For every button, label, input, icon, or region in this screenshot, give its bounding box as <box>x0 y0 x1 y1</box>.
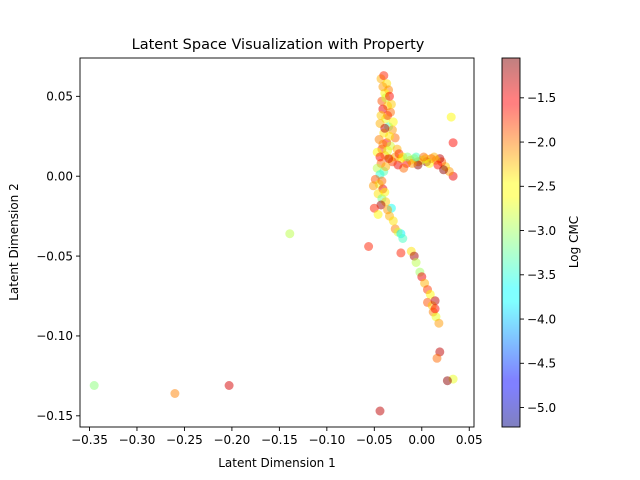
scatter-point <box>446 112 456 122</box>
scatter-point <box>285 229 295 239</box>
scatter-point <box>381 162 391 172</box>
scatter-point <box>378 139 388 149</box>
colorbar-ticks: −1.5 −2.0 −2.5 −3.0 −3.5 −4.0 −4.5 −5.0 <box>520 91 556 415</box>
x-tick-label: 0.00 <box>408 433 435 447</box>
scatter-point <box>430 296 440 306</box>
y-tick-label: −0.15 <box>36 409 73 423</box>
scatter-point <box>383 146 393 156</box>
scatter-point <box>411 258 421 267</box>
scatter-point <box>429 152 439 162</box>
colorbar-tick-label: −2.0 <box>527 135 556 149</box>
plot-frame <box>80 58 474 427</box>
scatter-point <box>224 381 234 390</box>
y-axis-label: Latent Dimension 2 <box>7 183 21 301</box>
colorbar-label: Log CMC <box>567 216 581 268</box>
scatter-point <box>425 289 435 299</box>
x-tick-label: −0.25 <box>166 433 203 447</box>
plot-border <box>79 57 475 428</box>
colorbar-gradient <box>502 58 520 427</box>
scatter-point <box>380 187 390 197</box>
scatter-point <box>398 234 408 243</box>
scatter-point <box>442 376 452 386</box>
chart-title: Latent Space Visualization with Property <box>132 37 425 53</box>
colorbar-tick-label: −3.5 <box>527 268 556 282</box>
scatter-point <box>376 200 386 210</box>
x-tick-label: −0.10 <box>308 433 345 447</box>
x-axis-ticks: −0.35 −0.30 −0.25 −0.20 −0.15 −0.10 −0.05 0.00 0… <box>71 427 483 447</box>
scatter-point <box>432 353 442 363</box>
scatter-point <box>439 165 449 175</box>
x-tick-label: 0.05 <box>456 433 483 447</box>
y-tick-label: −0.10 <box>36 329 73 343</box>
scatter-point <box>170 389 180 398</box>
scatter-point <box>434 318 444 328</box>
scatter-point <box>448 138 458 148</box>
scatter-point <box>385 131 394 141</box>
scatter-point <box>368 181 378 191</box>
colorbar: −1.5 −2.0 −2.5 −3.0 −3.5 −4.0 −4.5 −5.0 <box>501 57 556 428</box>
scatter-point <box>388 117 398 127</box>
scatter-point <box>419 152 429 162</box>
scatter-point <box>403 152 412 162</box>
colorbar-tick-label: −2.5 <box>527 180 556 194</box>
colorbar-tick-label: −5.0 <box>527 401 556 415</box>
colorbar-tick-label: −4.5 <box>527 357 556 371</box>
scatter-points <box>89 71 458 416</box>
y-tick-label: −0.05 <box>36 249 73 263</box>
scatter-point <box>383 111 393 120</box>
scatter-point <box>379 71 389 81</box>
plot-area: −0.35 −0.30 −0.25 −0.20 −0.15 −0.10 −0.05 0.00 0… <box>36 57 483 447</box>
scatter-point <box>375 406 385 416</box>
colorbar-tick-label: −3.0 <box>527 224 556 238</box>
scatter-point <box>386 99 396 109</box>
x-tick-label: −0.05 <box>356 433 393 447</box>
colorbar-tick-label: −4.0 <box>527 312 556 326</box>
scatter-point <box>430 304 440 314</box>
x-tick-label: −0.20 <box>214 433 251 447</box>
colorbar-border <box>501 57 521 428</box>
scatter-point <box>378 82 388 92</box>
scatter-point <box>424 158 434 168</box>
scatter-point <box>373 210 383 219</box>
scatter-point <box>89 381 99 390</box>
x-tick-label: −0.35 <box>71 433 108 447</box>
scatter-point <box>376 111 386 120</box>
scatter-point <box>377 176 387 186</box>
scatter-point <box>385 91 394 101</box>
scatter-point <box>384 154 394 164</box>
scatter-point <box>396 248 406 258</box>
y-tick-label: 0.05 <box>46 90 73 104</box>
x-tick-label: −0.15 <box>261 433 298 447</box>
scatter-point <box>364 242 374 251</box>
scatter-point <box>411 152 421 162</box>
y-tick-label: 0.00 <box>46 170 73 184</box>
scatter-point <box>380 123 390 133</box>
colorbar-tick-label: −1.5 <box>527 91 556 105</box>
scatter-point <box>375 152 385 162</box>
y-axis-ticks: 0.05 0.00 −0.05 −0.10 −0.15 <box>36 90 80 423</box>
x-tick-label: −0.30 <box>119 433 156 447</box>
scatter-point <box>383 205 393 215</box>
x-axis-label: Latent Dimension 1 <box>218 456 336 470</box>
scatter-point <box>388 216 398 226</box>
